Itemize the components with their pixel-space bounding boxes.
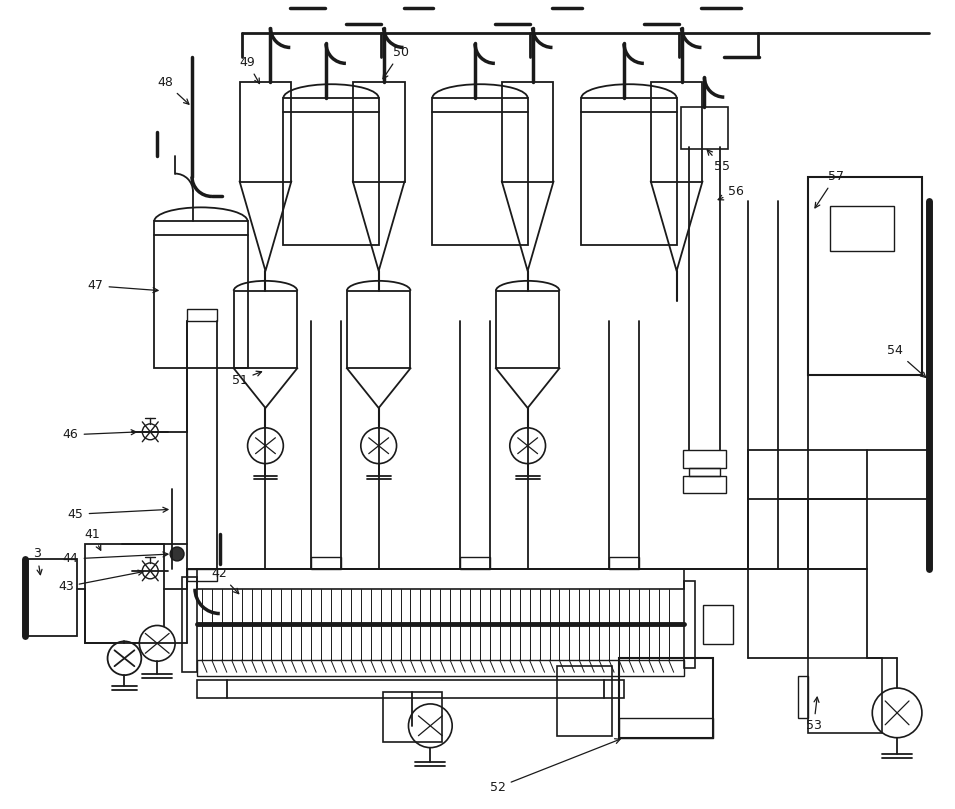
Bar <box>808 659 882 733</box>
Bar <box>197 569 684 589</box>
Text: 47: 47 <box>88 279 158 293</box>
Text: 54: 54 <box>887 344 925 378</box>
Text: 50: 50 <box>383 46 409 78</box>
Bar <box>433 98 528 245</box>
Text: 49: 49 <box>240 56 260 83</box>
Bar <box>187 569 217 581</box>
Bar <box>383 692 442 742</box>
Bar <box>284 98 379 245</box>
Bar <box>240 83 291 181</box>
Text: 45: 45 <box>68 507 168 521</box>
Bar <box>681 107 729 149</box>
Bar <box>704 604 733 644</box>
Circle shape <box>142 563 159 578</box>
Bar <box>808 176 922 375</box>
Circle shape <box>142 424 159 440</box>
Circle shape <box>510 428 545 464</box>
Bar <box>85 544 164 643</box>
Bar <box>619 659 713 738</box>
Bar <box>460 557 490 569</box>
Circle shape <box>872 688 922 738</box>
Bar <box>684 581 695 668</box>
Bar <box>182 577 197 672</box>
Bar <box>582 98 677 245</box>
Bar <box>234 290 297 368</box>
Text: 3: 3 <box>33 548 42 574</box>
Text: 55: 55 <box>708 150 731 173</box>
Circle shape <box>170 547 184 561</box>
Bar <box>496 290 560 368</box>
Text: 56: 56 <box>718 185 744 200</box>
Text: 51: 51 <box>232 371 262 387</box>
Bar <box>689 468 720 476</box>
Text: 44: 44 <box>63 552 168 565</box>
Text: 57: 57 <box>815 170 843 208</box>
Bar <box>197 680 624 698</box>
Bar <box>311 557 341 569</box>
Circle shape <box>361 428 396 464</box>
Bar <box>619 718 713 738</box>
Bar <box>609 557 639 569</box>
Bar <box>797 676 808 718</box>
Bar <box>683 476 727 493</box>
Bar <box>558 666 612 735</box>
Bar <box>650 83 703 181</box>
Bar <box>197 660 684 676</box>
Circle shape <box>108 642 141 676</box>
Bar <box>25 559 76 637</box>
Text: 53: 53 <box>806 697 821 732</box>
Bar <box>155 222 247 368</box>
Bar <box>352 83 405 181</box>
Bar <box>830 206 894 251</box>
Bar <box>347 290 411 368</box>
Text: 42: 42 <box>212 567 239 594</box>
Circle shape <box>139 625 175 661</box>
Bar <box>501 83 554 181</box>
Text: 43: 43 <box>58 570 143 593</box>
Text: 46: 46 <box>63 428 137 441</box>
Circle shape <box>409 704 452 748</box>
Bar <box>187 309 217 320</box>
Text: 41: 41 <box>85 527 100 550</box>
Text: 52: 52 <box>490 739 620 794</box>
Bar <box>683 450 727 468</box>
Text: 48: 48 <box>158 76 189 104</box>
Circle shape <box>247 428 284 464</box>
